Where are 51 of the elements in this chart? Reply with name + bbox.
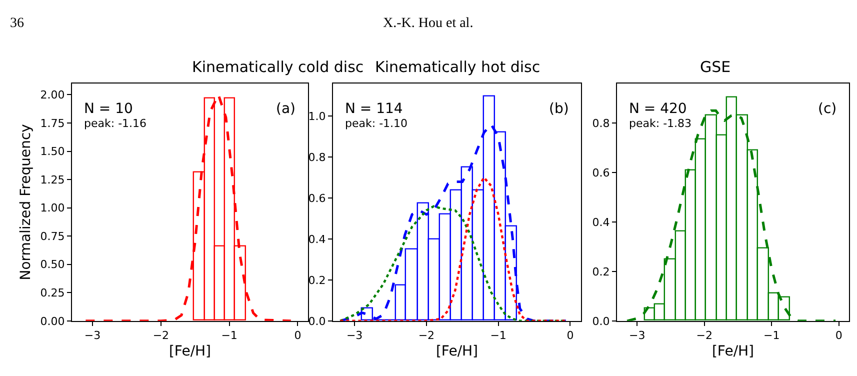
x-axis-title: [Fe/H] — [436, 343, 478, 360]
y-tick-label: 0.00 — [40, 314, 65, 328]
x-tick-label: −2 — [696, 329, 713, 342]
y-tick-label: 0.50 — [40, 258, 65, 272]
y-tick-label: 0.2 — [592, 265, 610, 278]
x-tick-label: −2 — [418, 329, 435, 342]
y-tick-label: 0.0 — [308, 314, 326, 328]
y-tick-label: 0.4 — [308, 232, 326, 246]
y-tick-label: 0.25 — [40, 286, 65, 300]
x-tick-label: −1 — [490, 329, 506, 342]
chart-title: GSE — [700, 58, 731, 76]
annotation: (b) — [549, 101, 569, 117]
x-tick-label: −1 — [764, 329, 780, 342]
x-tick-label: −1 — [221, 329, 238, 342]
x-tick-label: −3 — [629, 329, 646, 342]
y-tick-label: 1.75 — [40, 116, 65, 130]
y-tick-label: 0.6 — [308, 192, 326, 205]
annotation: peak: -1.16 — [84, 117, 147, 130]
y-tick-label: 1.25 — [40, 173, 65, 186]
y-tick-label: 0.75 — [40, 230, 65, 243]
annotation: peak: -1.10 — [345, 117, 408, 130]
x-axis-title: [Fe/H] — [712, 343, 754, 360]
y-tick-label: 0.8 — [308, 150, 326, 164]
annotation: N = 10 — [84, 101, 133, 117]
x-tick-label: −3 — [346, 329, 363, 342]
annotation: N = 114 — [345, 101, 403, 117]
chart-title: Kinematically cold disc — [192, 58, 364, 76]
x-tick-label: −3 — [84, 329, 101, 342]
line-series — [339, 176, 567, 321]
annotation: peak: -1.83 — [629, 117, 692, 130]
text: X.-K. Hou et al. — [383, 16, 474, 31]
y-tick-label: 1.50 — [40, 145, 65, 158]
y-tick-label: 0.4 — [592, 216, 610, 229]
x-tick-label: 0 — [835, 329, 842, 342]
y-axis-title: Normalized Frequency — [18, 124, 34, 280]
text: 36 — [10, 16, 24, 31]
x-axis-title: [Fe/H] — [168, 343, 212, 360]
y-tick-label: 0.6 — [592, 166, 610, 180]
y-tick-label: 0.0 — [592, 314, 610, 328]
x-tick-label: −2 — [152, 329, 170, 342]
annotation: (c) — [818, 101, 837, 117]
annotation: (a) — [276, 101, 296, 117]
x-tick-label: 0 — [566, 329, 574, 342]
y-tick-label: 1.00 — [40, 202, 65, 215]
chart-title: Kinematically hot disc — [375, 58, 540, 76]
y-tick-label: 0.2 — [308, 274, 326, 287]
y-tick-label: 0.8 — [592, 116, 610, 130]
y-tick-label: 2.00 — [40, 88, 65, 102]
y-tick-label: 1.0 — [308, 110, 326, 124]
annotation: N = 420 — [629, 101, 687, 117]
x-tick-label: 0 — [294, 329, 302, 342]
